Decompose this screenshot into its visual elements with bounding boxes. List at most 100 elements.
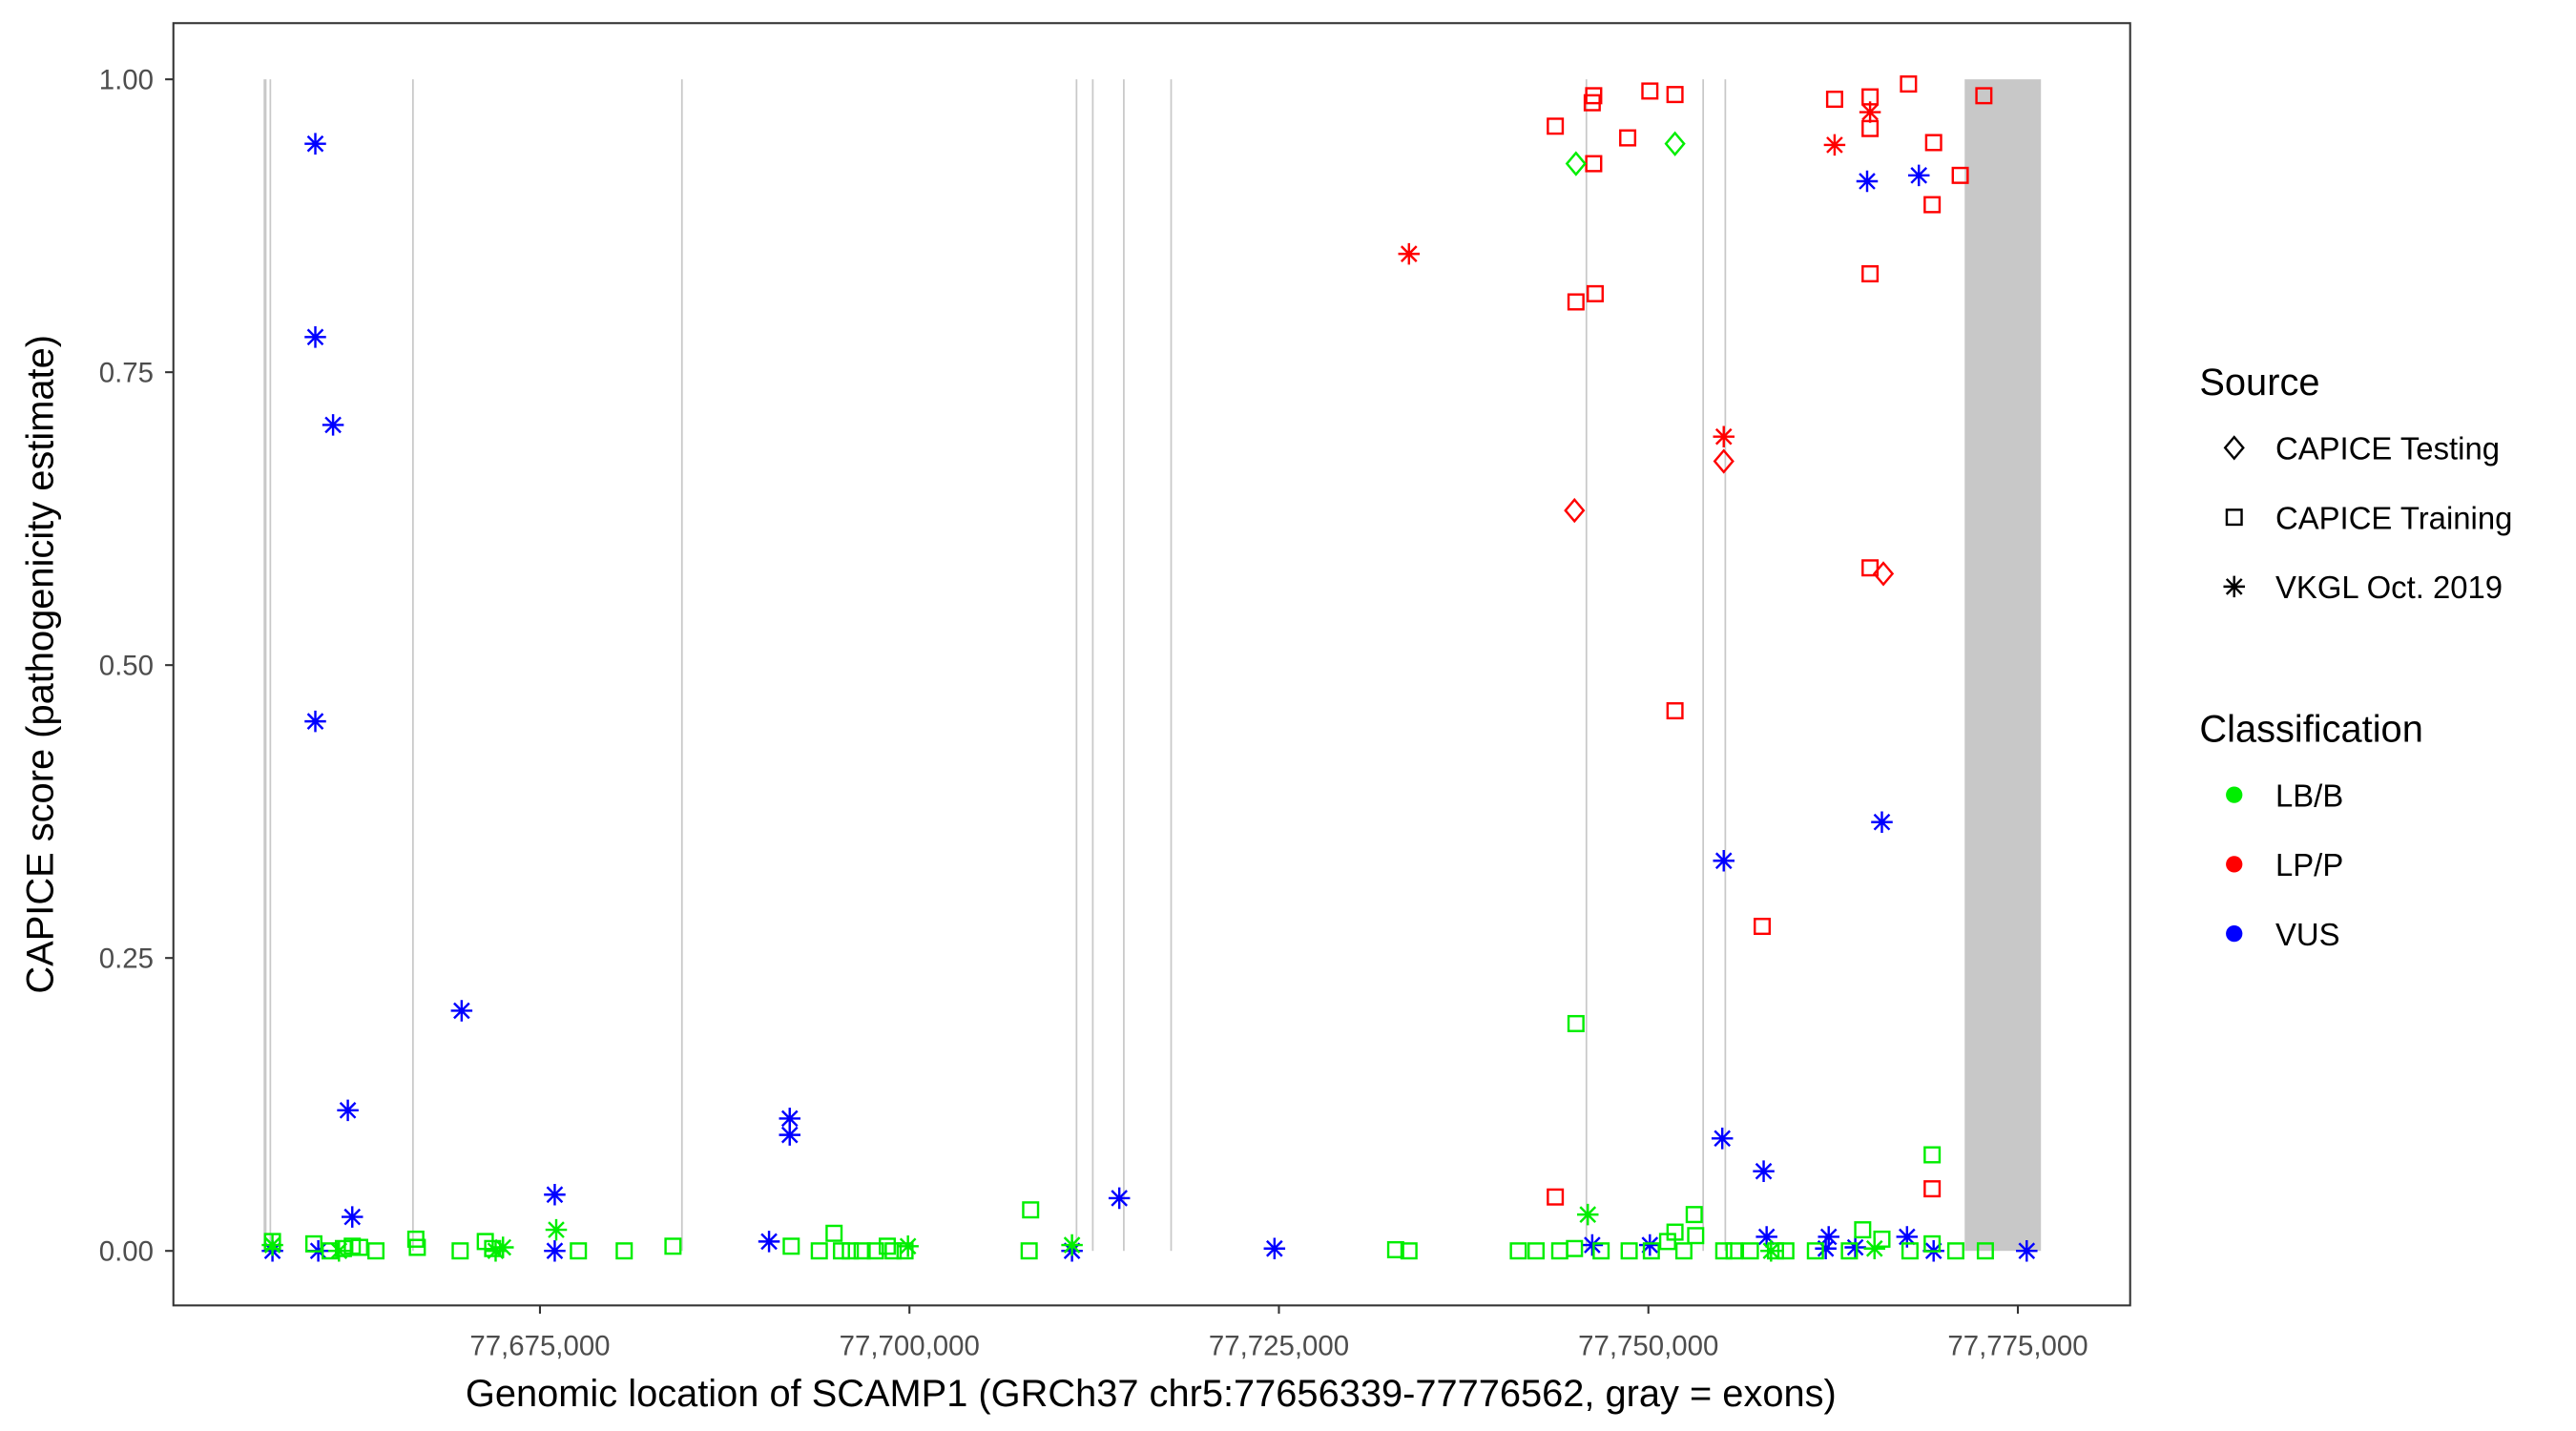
asterisk-marker: [485, 1239, 507, 1262]
square-marker: [782, 1237, 800, 1255]
data-point-training-lp-p: [1619, 129, 1637, 147]
data-point-training-lb-b: [1901, 1242, 1919, 1260]
data-point-training-lb-b: [1766, 1242, 1784, 1260]
square-marker: [896, 1242, 914, 1260]
square-marker: [841, 1242, 860, 1260]
data-point-training-lp-p: [1923, 1180, 1942, 1198]
exon-bands: [263, 79, 2042, 1252]
data-point-training-lb-b: [1550, 1242, 1568, 1260]
diamond-marker: [1872, 561, 1895, 587]
square-marker: [664, 1237, 682, 1255]
x-tick-label: 77,675,000: [469, 1330, 610, 1361]
data-point-training-lb-b: [321, 1242, 339, 1260]
data-point-vkgl-vus: [1755, 1226, 1777, 1248]
square-marker: [1386, 1240, 1404, 1258]
asterisk-marker: [337, 1099, 359, 1122]
data-point-testing-lp-p: [1564, 497, 1586, 524]
data-point-vkgl-lp-p: [1859, 101, 1881, 123]
exon-band: [1964, 79, 2042, 1252]
square-marker: [1585, 155, 1603, 173]
exon-band: [269, 79, 272, 1252]
square-marker: [1861, 559, 1880, 577]
data-point-vkgl-vus: [1639, 1234, 1661, 1256]
asterisk-marker: [1859, 101, 1881, 123]
asterisk-marker: [491, 1236, 514, 1258]
asterisk-marker: [1639, 1234, 1661, 1256]
data-point-training-lb-b: [1386, 1240, 1404, 1258]
data-point-training-lp-p: [1666, 702, 1684, 720]
square-marker: [1923, 1180, 1942, 1198]
square-marker: [1641, 82, 1659, 100]
asterisk-marker: [304, 710, 326, 733]
square-marker: [1714, 1242, 1733, 1260]
square-marker: [408, 1238, 426, 1256]
y-tick-label: 1.00: [99, 65, 154, 96]
data-point-vkgl-lb-b: [491, 1236, 514, 1258]
data-point-training-lb-b: [1714, 1242, 1733, 1260]
square-marker: [1674, 1242, 1693, 1260]
data-point-training-lp-p: [1861, 88, 1880, 106]
data-point-vkgl-vus: [1713, 849, 1735, 872]
data-point-vkgl-vus: [450, 1000, 473, 1022]
data-point-vkgl-vus: [1815, 1237, 1837, 1260]
asterisk-marker: [758, 1231, 780, 1253]
data-point-training-lb-b: [304, 1234, 322, 1253]
y-axis-title: CAPICE score (pathogenicity estimate): [19, 335, 61, 994]
asterisk-marker: [1576, 1203, 1599, 1226]
data-point-training-lp-p: [1951, 166, 1969, 184]
square-marker: [334, 1239, 352, 1257]
square-marker: [1766, 1242, 1784, 1260]
asterisk-marker: [1398, 242, 1421, 265]
diamond-marker: [2223, 435, 2245, 461]
x-tick-label: 77,725,000: [1209, 1330, 1349, 1361]
exon-band: [680, 79, 683, 1252]
square-marker: [1840, 1242, 1859, 1260]
data-point-training-lp-p: [1924, 134, 1942, 152]
square-marker: [1022, 1201, 1040, 1219]
square-marker: [367, 1242, 385, 1260]
square-marker: [1566, 1239, 1584, 1257]
exon-band: [1702, 79, 1705, 1252]
data-point-training-lb-b: [1022, 1201, 1040, 1219]
data-point-training-lp-p: [1861, 264, 1880, 283]
exon-band: [1170, 79, 1173, 1252]
data-point-training-lb-b: [451, 1242, 469, 1260]
data-point-training-lb-b: [1642, 1242, 1660, 1260]
square-marker: [866, 1242, 884, 1260]
asterisk-marker: [1263, 1237, 1286, 1260]
data-point-training-lp-p: [1586, 284, 1604, 302]
data-point-training-lb-b: [1592, 1242, 1610, 1260]
data-point-vkgl-lb-b: [1061, 1234, 1083, 1256]
y-axis: 0.00 0.25 0.50 0.75 1.00: [99, 65, 174, 1268]
square-marker: [1642, 1242, 1660, 1260]
data-point-vkgl-vus: [304, 710, 326, 733]
data-point-training-lb-b: [1527, 1242, 1546, 1260]
square-marker: [1923, 1146, 1942, 1164]
asterisk-marker: [304, 326, 326, 348]
legend-key-lb-b: [2226, 786, 2243, 803]
asterisk-marker: [2016, 1239, 2038, 1262]
data-point-vkgl-lb-b: [485, 1239, 507, 1262]
data-point-training-lb-b: [1620, 1242, 1638, 1260]
data-point-training-lb-b: [1776, 1242, 1795, 1260]
square-marker: [1924, 134, 1942, 152]
data-point-training-lb-b: [1873, 1230, 1891, 1248]
data-point-training-lb-b: [570, 1242, 588, 1260]
asterisk-marker: [1760, 1239, 1782, 1262]
data-point-training-lb-b: [664, 1237, 682, 1255]
square-marker: [1547, 1188, 1565, 1206]
square-marker: [1592, 1242, 1610, 1260]
data-point-training-lb-b: [853, 1242, 871, 1260]
legend-label-training: CAPICE Training: [2275, 500, 2512, 535]
asterisk-marker: [1713, 425, 1735, 447]
asterisk-marker: [328, 1239, 350, 1262]
data-point-training-lp-p: [1547, 117, 1565, 135]
square-marker: [1975, 87, 1993, 105]
y-tick-label: 0.75: [99, 358, 154, 389]
asterisk-marker: [1581, 1234, 1604, 1256]
data-point-training-lb-b: [896, 1242, 914, 1260]
y-tick-label: 0.50: [99, 651, 154, 682]
data-point-vkgl-lb-b: [1863, 1237, 1886, 1260]
square-marker: [263, 1233, 281, 1251]
data-point-vkgl-vus: [341, 1206, 364, 1228]
